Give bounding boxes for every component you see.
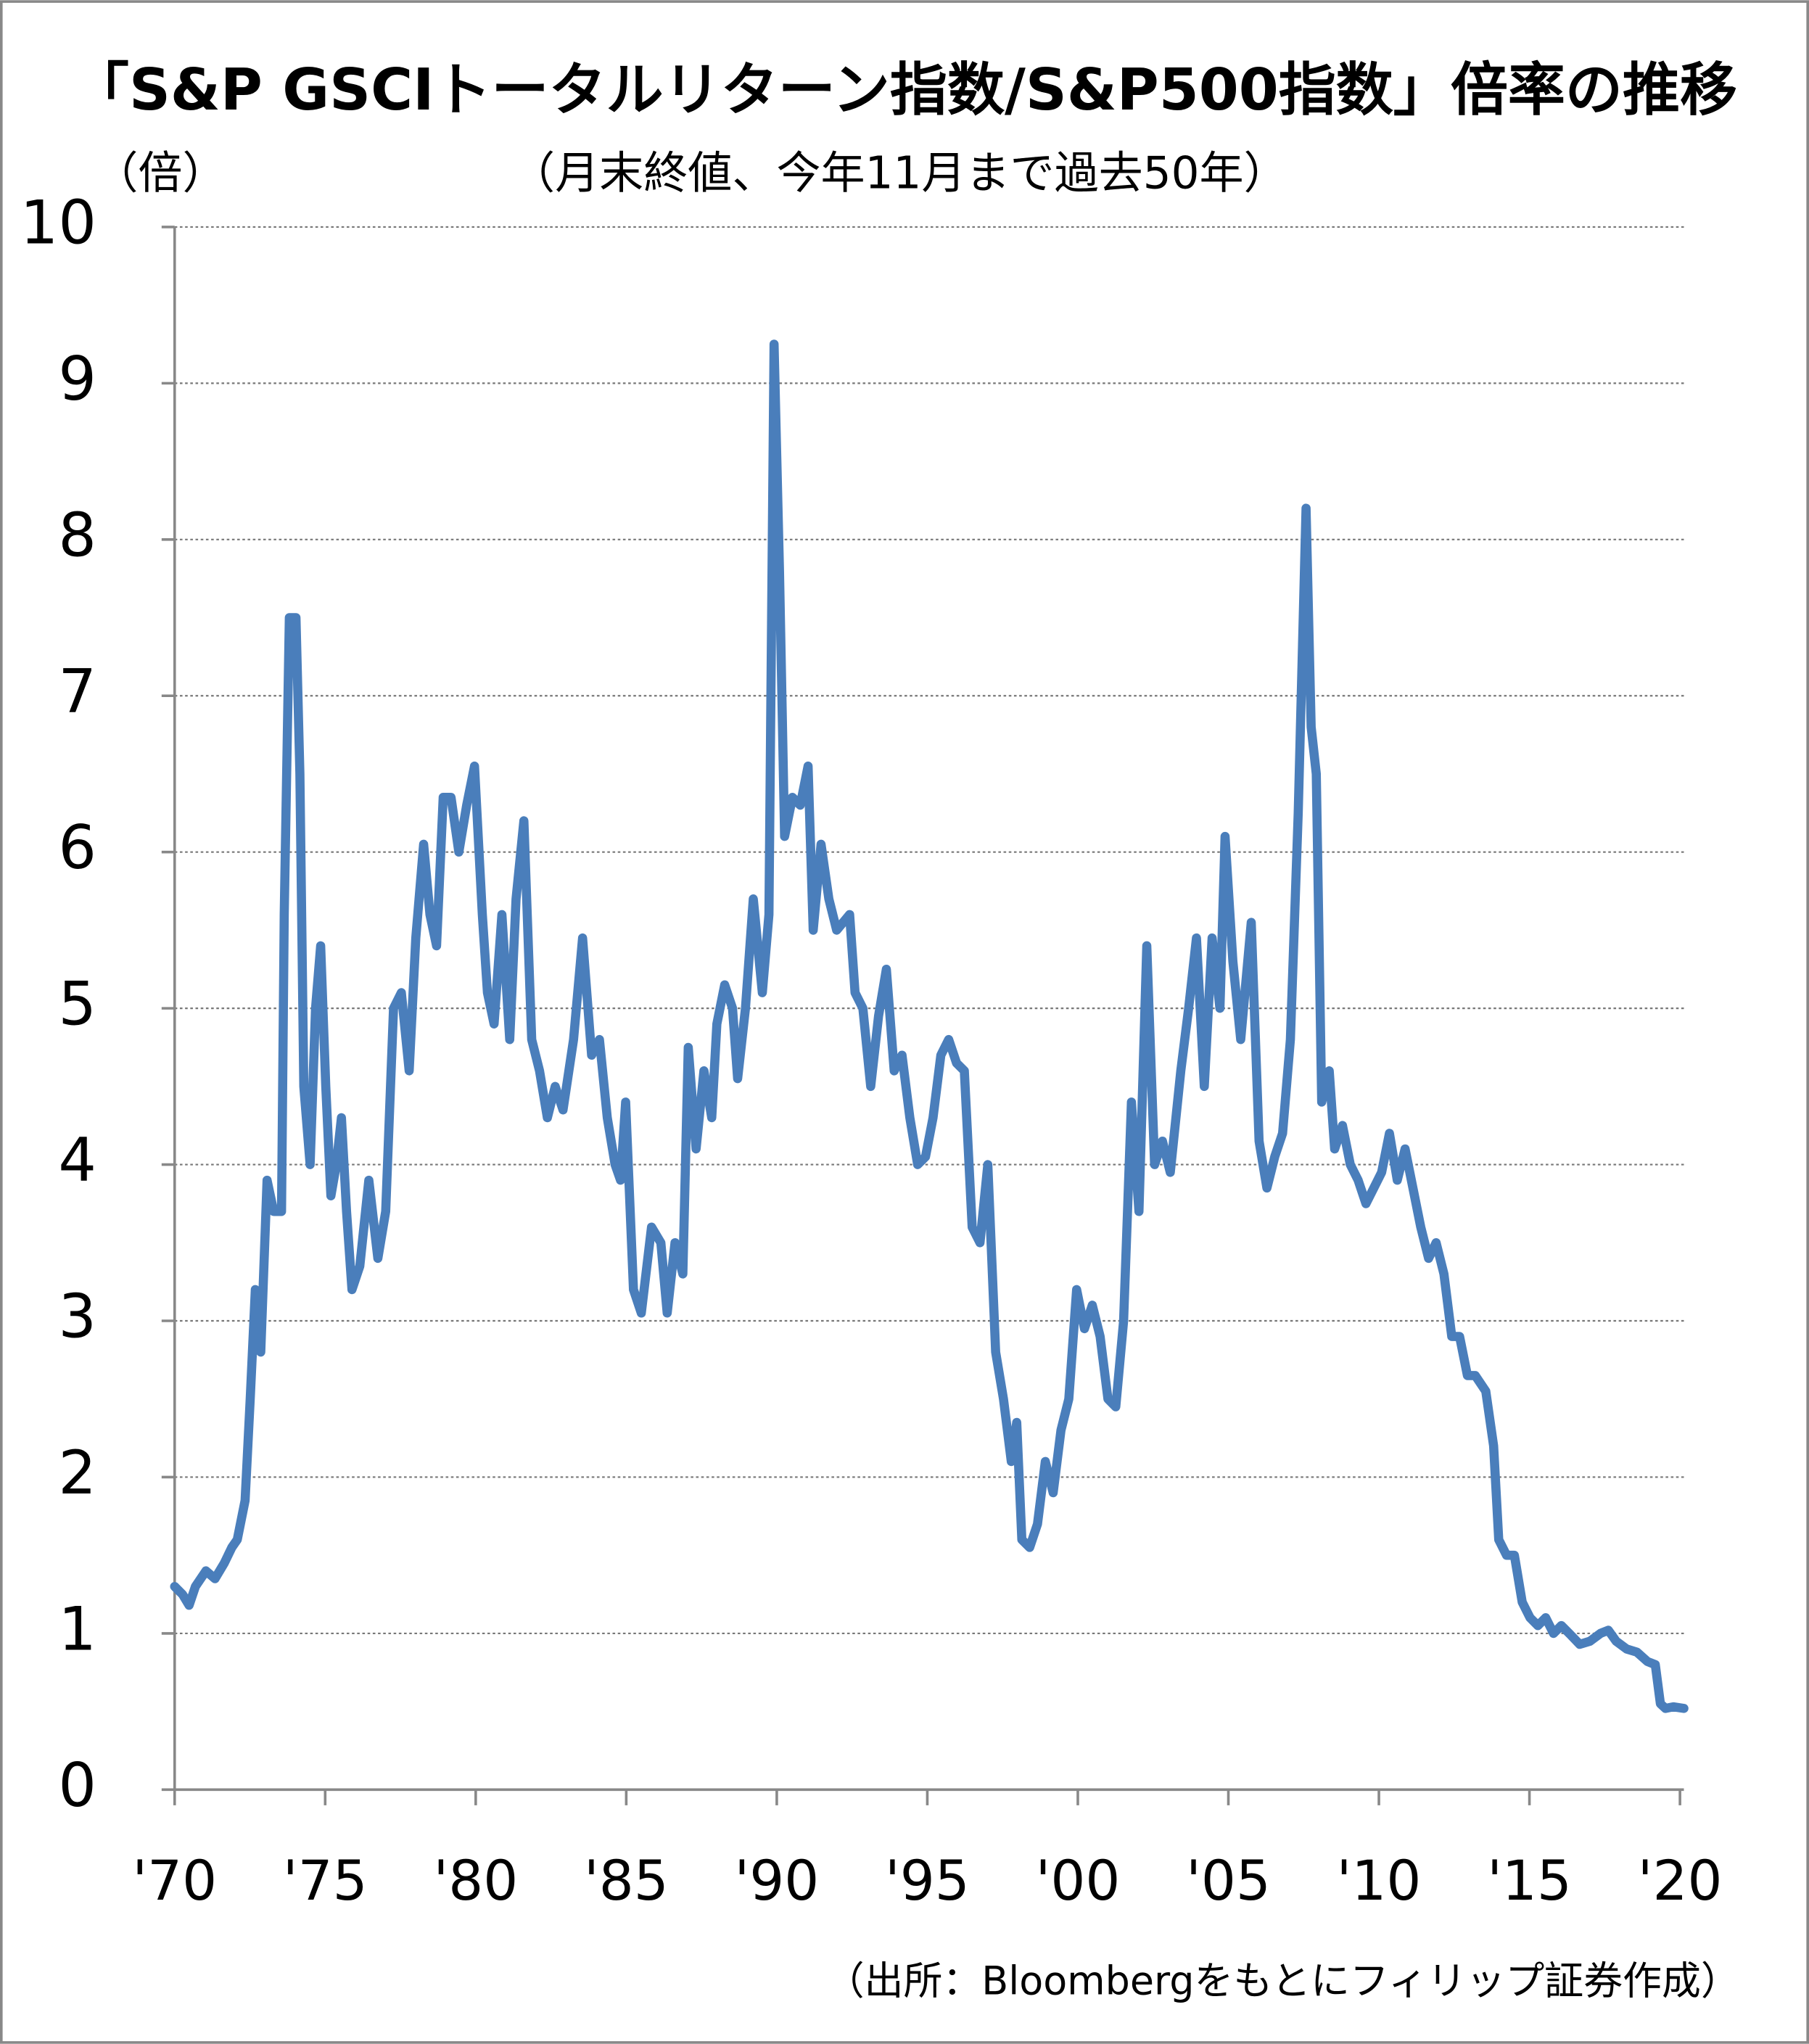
y-tick-label: 1 [58,1594,96,1664]
x-tick-label: '10 [1337,1849,1422,1913]
y-tick-label: 7 [58,657,96,727]
x-tick-label: '90 [735,1849,820,1913]
x-tick-label: '15 [1487,1849,1572,1913]
source-note: （出所：Bloombergをもとにフィリップ証券作成） [825,1958,1740,2004]
y-tick-label: 4 [58,1126,96,1195]
y-tick-label: 5 [58,970,96,1039]
data-line [170,339,1689,1713]
y-axis-label: （倍） [94,147,226,199]
y-tick-label: 10 [20,188,96,257]
y-tick-label: 6 [58,813,96,883]
x-tick-label: '20 [1638,1849,1723,1913]
x-tick-label: '00 [1036,1849,1121,1913]
y-tick-label: 2 [58,1438,96,1508]
x-tick-label: '95 [885,1849,970,1913]
y-tick-label: 3 [58,1282,96,1351]
x-tick-label: '80 [433,1849,518,1913]
y-tick-label: 0 [58,1751,96,1821]
x-tick-label: '75 [283,1849,368,1913]
x-tick-label: '05 [1186,1849,1271,1913]
x-tick-label: '85 [584,1849,669,1913]
y-tick-label: 9 [58,345,96,414]
chart-subtitle: （月末終値、今年11月まで過去50年） [511,147,1288,199]
x-tick-label: '70 [132,1849,217,1913]
y-tick-label: 8 [58,500,96,570]
chart-title: 「S&P GSCIトータルリターン指数/S&P500指数」倍率の推移 [72,57,1737,123]
